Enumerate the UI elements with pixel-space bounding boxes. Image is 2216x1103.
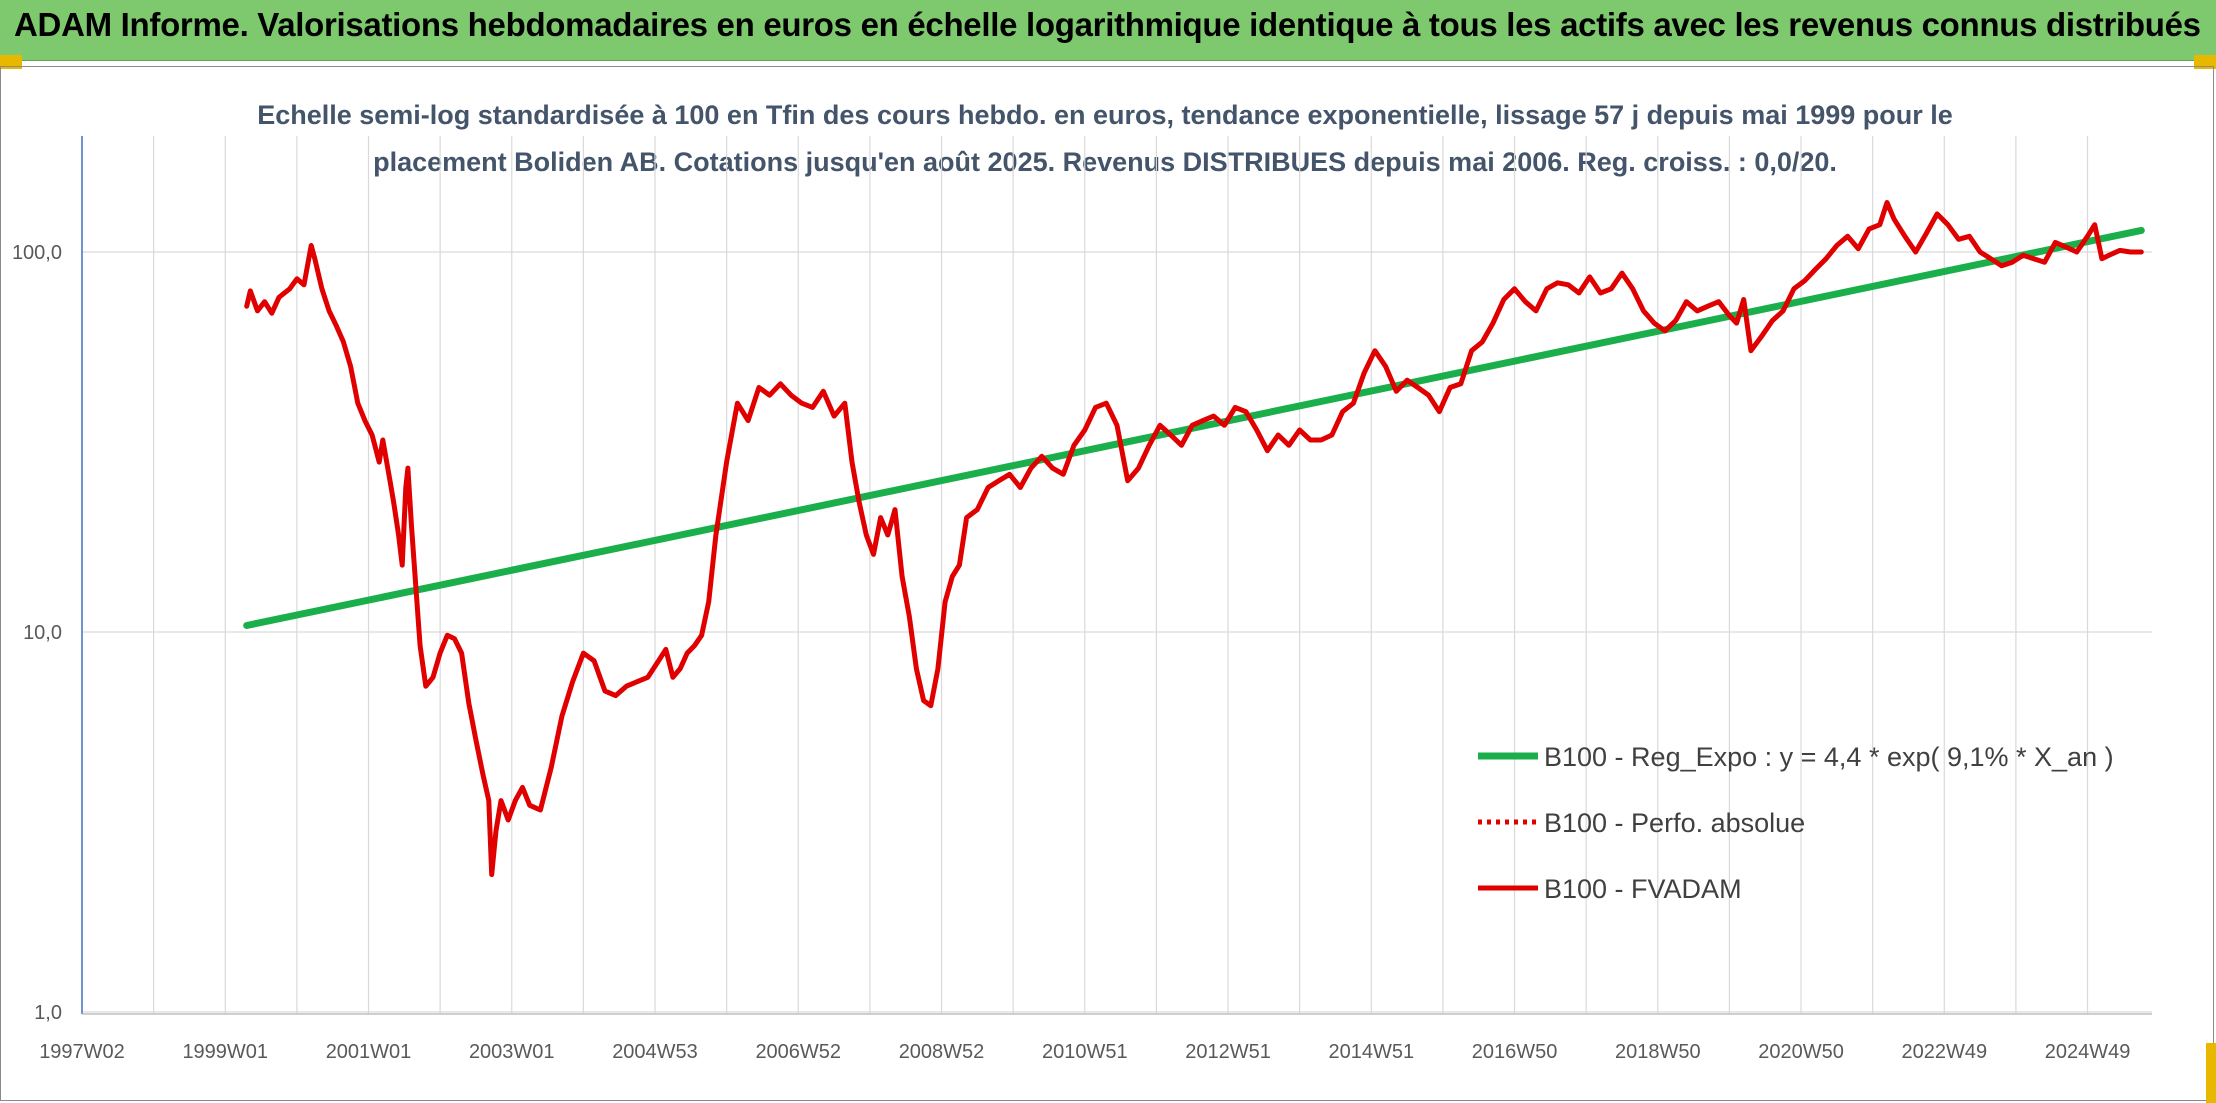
y-tick-label: 1,0: [34, 1002, 62, 1024]
x-tick-label: 1997W02: [39, 1041, 125, 1063]
x-tick-label: 2003W01: [469, 1041, 555, 1063]
chart-frame: [0, 66, 2214, 1101]
x-tick-label: 2018W50: [1615, 1041, 1701, 1063]
banner-title: ADAM Informe. Valorisations hebdomadaire…: [14, 6, 2201, 43]
series-fvadam-line: [244, 200, 2144, 877]
corner-marker-bottom-right: [2206, 1043, 2216, 1103]
x-tick-label: 2016W50: [1472, 1041, 1558, 1063]
y-tick-label: 100,0: [12, 242, 62, 264]
corner-marker-left: [0, 55, 22, 69]
chart-title: Echelle semi-log standardisée à 100 en T…: [257, 100, 1953, 177]
x-tick-label: 2014W51: [1328, 1041, 1414, 1063]
x-tick-label: 2020W50: [1758, 1041, 1844, 1063]
x-tick-label: 2004W53: [612, 1041, 698, 1063]
x-tick-label: 2010W51: [1042, 1041, 1128, 1063]
x-tick-label: 2001W01: [326, 1041, 412, 1063]
axes: 1,0 10,0 100,0 1997W02 1999W01 2001W01 2003W01…: [12, 136, 2152, 1063]
series-reg-expo-line: [243, 226, 2145, 629]
legend: B100 - Reg_Expo : y = 4,4 * exp( 9,1% * …: [1478, 742, 2114, 904]
y-tick-label: 10,0: [23, 622, 62, 644]
x-tick-label: 2012W51: [1185, 1041, 1271, 1063]
x-tick-label: 2006W52: [755, 1041, 841, 1063]
legend-label: B100 - Reg_Expo : y = 4,4 * exp( 9,1% * …: [1544, 742, 2114, 772]
x-tick-label: 2008W52: [899, 1041, 985, 1063]
corner-marker-right: [2194, 55, 2216, 69]
x-tick-label: 2024W49: [2045, 1041, 2131, 1063]
title-banner: ADAM Informe. Valorisations hebdomadaire…: [0, 0, 2216, 61]
legend-label: B100 - Perfo. absolue: [1544, 808, 1805, 838]
x-tick-label: 1999W01: [182, 1041, 268, 1063]
grid: [81, 136, 2152, 1014]
series-layer: [243, 200, 2145, 877]
legend-label: B100 - FVADAM: [1544, 874, 1742, 904]
x-tick-label: 2022W49: [1901, 1041, 1987, 1063]
